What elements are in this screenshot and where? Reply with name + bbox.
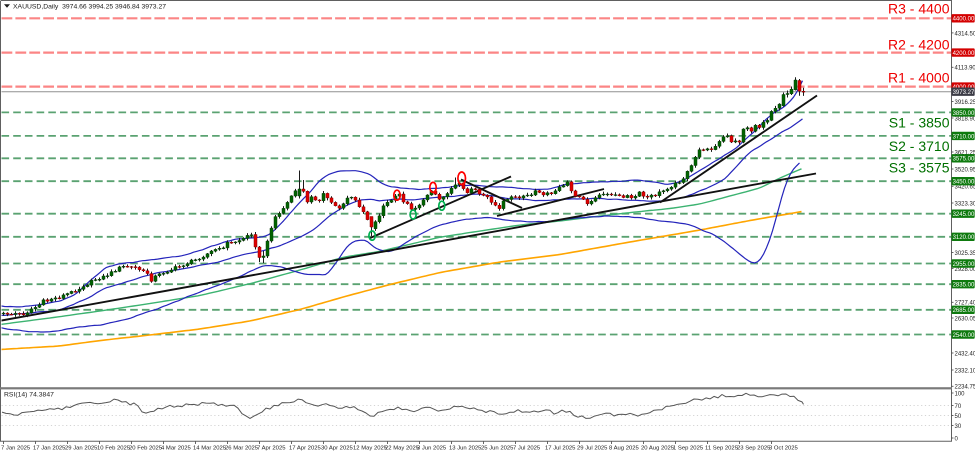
svg-text:3818.90: 3818.90 (955, 116, 975, 122)
svg-text:13 Jun 2025: 13 Jun 2025 (449, 446, 482, 452)
svg-text:14 Mar 2025: 14 Mar 2025 (193, 446, 227, 452)
svg-text:3916.25: 3916.25 (955, 100, 975, 106)
svg-text:20 Feb 2025: 20 Feb 2025 (129, 446, 163, 452)
svg-text:26 Mar 2025: 26 Mar 2025 (225, 446, 259, 452)
svg-text:2727.40: 2727.40 (955, 301, 975, 307)
svg-text:3 Oct 2025: 3 Oct 2025 (769, 446, 799, 452)
svg-text:3450.00: 3450.00 (953, 180, 975, 186)
svg-text:4113.90: 4113.90 (955, 66, 975, 72)
svg-text:22 May 2025: 22 May 2025 (385, 446, 420, 452)
svg-text:4314.50: 4314.50 (955, 31, 975, 37)
svg-text:50: 50 (955, 414, 962, 420)
svg-text:RSI(14) 74.3847: RSI(14) 74.3847 (4, 392, 54, 399)
svg-text:2928.00: 2928.00 (955, 267, 975, 273)
svg-text:3 Jun 2025: 3 Jun 2025 (417, 446, 447, 452)
svg-text:7 Jan 2025: 7 Jan 2025 (1, 446, 31, 452)
svg-text:20 Aug 2025: 20 Aug 2025 (641, 446, 675, 452)
svg-text:S1 - 3850: S1 - 3850 (889, 115, 950, 131)
svg-text:10 Feb 2025: 10 Feb 2025 (97, 446, 131, 452)
svg-text:17 Jul 2025: 17 Jul 2025 (545, 446, 576, 452)
svg-text:2432.40: 2432.40 (955, 351, 975, 357)
svg-text:2332.10: 2332.10 (955, 368, 975, 374)
svg-text:29 Jul 2025: 29 Jul 2025 (577, 446, 608, 452)
svg-text:70: 70 (955, 404, 962, 410)
svg-text:S3 - 3575: S3 - 3575 (889, 160, 950, 176)
svg-text:2630.05: 2630.05 (955, 316, 975, 322)
svg-text:R1 - 4000: R1 - 4000 (888, 70, 950, 86)
svg-text:17 Jan 2025: 17 Jan 2025 (33, 446, 66, 452)
svg-text:3025.35: 3025.35 (955, 251, 975, 257)
svg-text:7 Jul 2025: 7 Jul 2025 (513, 446, 541, 452)
svg-text:30 Apr 2025: 30 Apr 2025 (321, 446, 353, 452)
svg-text:R3 - 4400: R3 - 4400 (888, 1, 950, 17)
svg-text:3850.00: 3850.00 (953, 111, 975, 117)
svg-text:4200.00: 4200.00 (953, 51, 975, 57)
svg-text:3973.27: 3973.27 (953, 90, 975, 96)
svg-text:2685.00: 2685.00 (953, 308, 975, 314)
svg-text:R2 - 4200: R2 - 4200 (888, 37, 950, 53)
svg-text:3621.25: 3621.25 (955, 150, 975, 156)
svg-text:3245.00: 3245.00 (953, 212, 975, 218)
svg-text:4 Mar 2025: 4 Mar 2025 (161, 446, 192, 452)
svg-text:11 Sep 2025: 11 Sep 2025 (705, 446, 739, 452)
svg-text:25 Jun 2025: 25 Jun 2025 (481, 446, 514, 452)
svg-text:23 Sep 2025: 23 Sep 2025 (737, 446, 771, 452)
svg-text:3323.30: 3323.30 (955, 201, 975, 207)
svg-text:2234.75: 2234.75 (955, 385, 975, 391)
svg-text:1 Sep 2025: 1 Sep 2025 (673, 446, 704, 452)
svg-text:3575.00: 3575.00 (953, 157, 975, 163)
svg-text:30: 30 (955, 424, 962, 430)
svg-text:4400.00: 4400.00 (953, 17, 975, 23)
svg-text:0: 0 (955, 436, 959, 442)
svg-text:2540.00: 2540.00 (953, 333, 975, 339)
svg-text:S2 - 3710: S2 - 3710 (889, 138, 950, 154)
svg-text:12 May 2025: 12 May 2025 (353, 446, 388, 452)
svg-text:17 Apr 2025: 17 Apr 2025 (289, 446, 321, 452)
svg-text:2835.00: 2835.00 (953, 283, 975, 289)
svg-text:3120.00: 3120.00 (953, 235, 975, 241)
svg-text:3710.00: 3710.00 (953, 134, 975, 140)
svg-text:3420.65: 3420.65 (955, 185, 975, 191)
svg-text:7 Apr 2025: 7 Apr 2025 (257, 446, 286, 452)
svg-text:XAUUSD,Daily 3974.66 3994.25: XAUUSD,Daily 3974.66 3994.25 3946.84 397… (13, 4, 166, 11)
svg-text:100: 100 (955, 391, 966, 397)
svg-text:29 Jan 2025: 29 Jan 2025 (65, 446, 98, 452)
svg-text:3520.95: 3520.95 (955, 167, 975, 173)
svg-text:8 Aug 2025: 8 Aug 2025 (609, 446, 640, 452)
svg-text:2955.00: 2955.00 (953, 262, 975, 268)
